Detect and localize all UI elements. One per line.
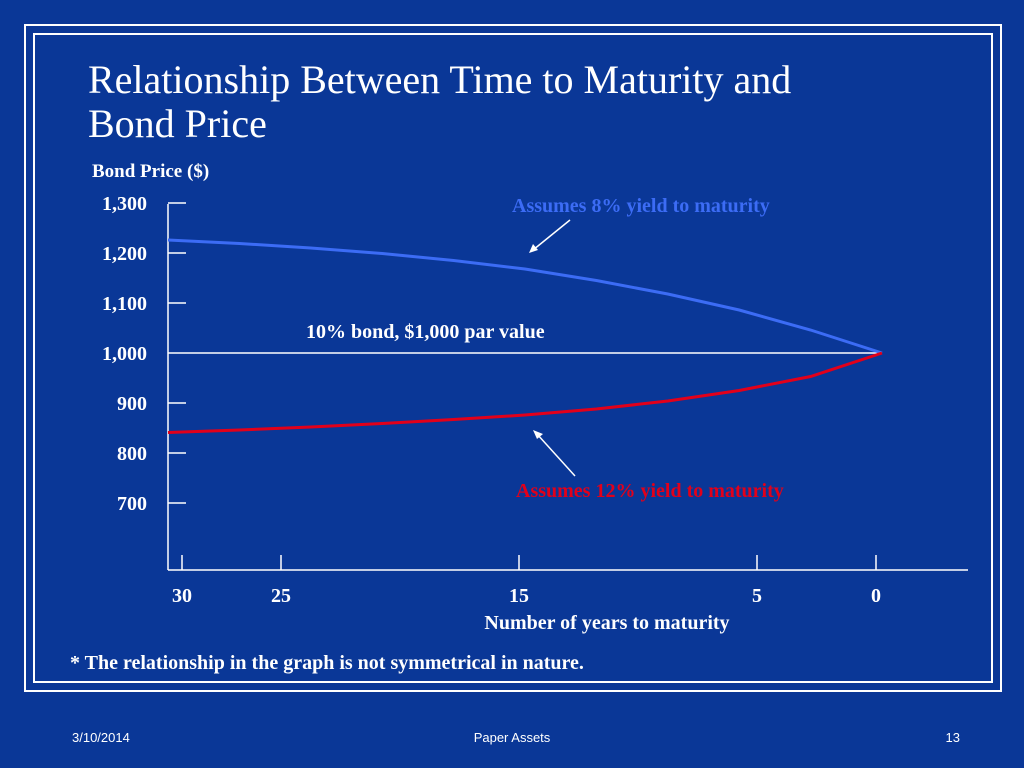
slide-frame-inner xyxy=(33,33,993,683)
x-tick-label: 0 xyxy=(871,585,881,607)
y-axis-label: Bond Price ($) xyxy=(92,161,209,182)
footer-date: 3/10/2014 xyxy=(72,730,130,745)
series-line-12pct xyxy=(167,351,883,434)
annotation-12pct: Assumes 12% yield to maturity xyxy=(516,480,784,502)
slide-frame-outer xyxy=(24,24,1002,692)
y-tick-label: 800 xyxy=(117,443,147,465)
x-tick-label: 15 xyxy=(509,585,529,607)
annotation-8pct: Assumes 8% yield to maturity xyxy=(512,195,770,217)
x-tick-label: 25 xyxy=(271,585,291,607)
annotation-8pct-arrowhead-icon xyxy=(529,244,538,253)
slide-title-line1: Relationship Between Time to Maturity an… xyxy=(88,57,792,102)
y-tick-label: 1,000 xyxy=(102,343,147,365)
footer-page-number: 13 xyxy=(945,730,960,745)
y-ticks-group: 1,300 1,200 1,100 1,000 900 800 700 xyxy=(102,193,186,515)
y-tick-label: 1,200 xyxy=(102,243,147,265)
footnote: * The relationship in the graph is not s… xyxy=(70,652,584,674)
annotation-12pct-arrow-line xyxy=(536,433,576,477)
x-axis-label: Number of years to maturity xyxy=(484,612,729,634)
annotation-12pct-arrowhead-icon xyxy=(533,430,543,439)
x-ticks-group: 30 25 15 5 0 xyxy=(172,555,881,607)
x-tick-label: 5 xyxy=(752,585,762,607)
y-tick-label: 900 xyxy=(117,393,147,415)
slide-title: Relationship Between Time to Maturity an… xyxy=(88,58,968,146)
y-tick-label: 1,100 xyxy=(102,293,147,315)
footer-center: Paper Assets xyxy=(473,730,551,745)
x-tick-label: 30 xyxy=(172,585,192,607)
slide-title-line2: Bond Price xyxy=(88,101,267,146)
y-tick-label: 1,300 xyxy=(102,193,147,215)
y-tick-label: 700 xyxy=(117,493,147,515)
annotation-8pct-arrow-line xyxy=(532,219,571,251)
series-line-8pct xyxy=(167,238,883,355)
par-value-label: 10% bond, $1,000 par value xyxy=(306,321,545,343)
